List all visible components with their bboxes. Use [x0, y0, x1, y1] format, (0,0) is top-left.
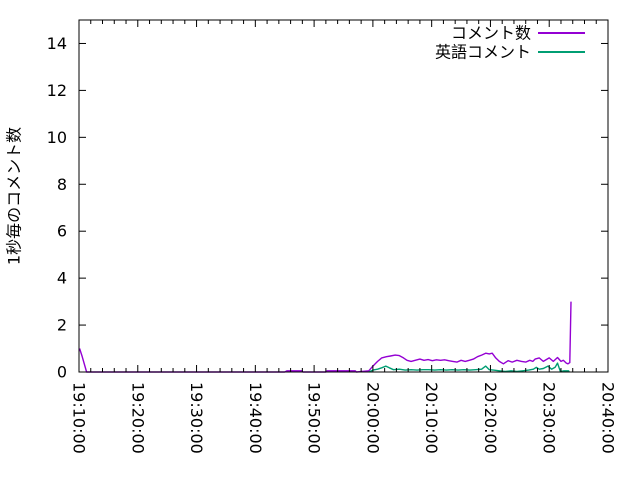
x-tick-label: 19:40:00 [246, 382, 265, 454]
series-line-1 [368, 362, 570, 373]
x-tick-label: 19:50:00 [305, 382, 324, 454]
x-tick-label: 20:30:00 [540, 382, 559, 454]
x-tick-label: 20:40:00 [599, 382, 618, 454]
y-tick-label: 14 [47, 34, 67, 53]
x-tick-label: 19:20:00 [128, 382, 147, 454]
y-tick-label: 2 [57, 316, 67, 335]
x-tick-label: 19:10:00 [70, 382, 89, 454]
y-tick-label: 8 [57, 175, 67, 194]
x-tick-label: 19:30:00 [187, 382, 206, 454]
y-axis-title: 1秒毎のコメント数 [5, 127, 24, 265]
tick-labels: 19:10:00 19:20:00 19:30:00 19:40:00 19:50:00… [47, 34, 618, 454]
y-tick-label: 12 [47, 81, 67, 100]
y-tick-label: 0 [57, 363, 67, 382]
x-tick-label: 20:10:00 [422, 382, 441, 454]
legend-label-english-comments: 英語コメント [435, 43, 531, 62]
y-tick-label: 4 [57, 269, 67, 288]
x-tick-label: 20:20:00 [481, 382, 500, 454]
y-tick-label: 10 [47, 128, 67, 147]
plot-border [78, 19, 609, 373]
x-tick-label: 20:00:00 [363, 382, 382, 454]
series-line-0 [78, 301, 572, 373]
axes-and-ticks [78, 19, 609, 373]
y-tick-label: 6 [57, 222, 67, 241]
series-lines [78, 301, 572, 373]
legend-label-comments: コメント数 [451, 24, 531, 43]
legend: コメント数 英語コメント [435, 24, 585, 62]
